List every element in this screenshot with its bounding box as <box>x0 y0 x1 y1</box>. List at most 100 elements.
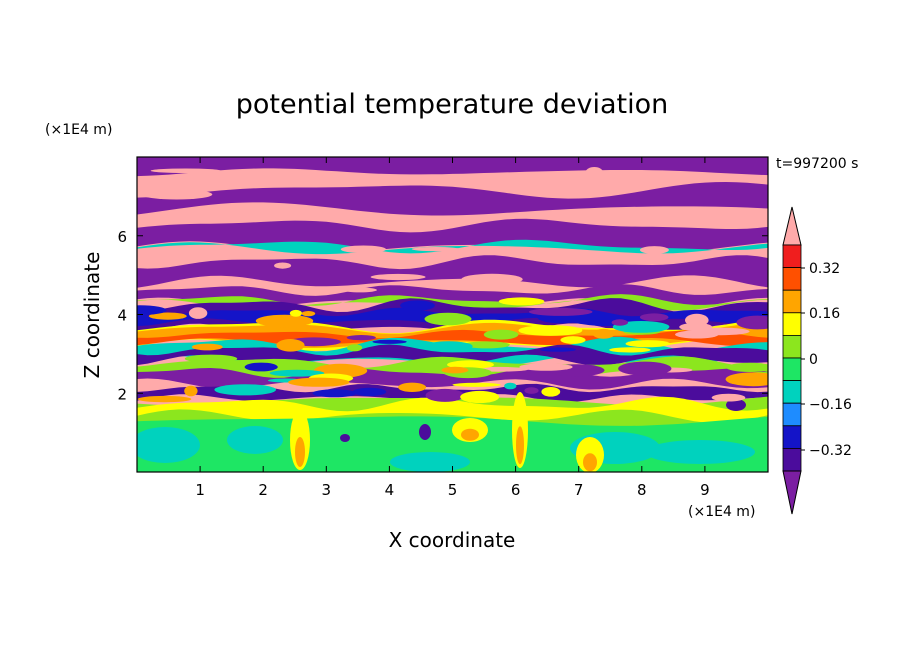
contour-cell <box>424 312 472 326</box>
contour-cell <box>740 375 768 382</box>
contour-cell <box>188 307 208 319</box>
contour-cell <box>301 311 316 317</box>
contour-cell <box>518 325 583 336</box>
contour-cell-pink <box>647 172 693 185</box>
contour-band-purple <box>137 157 768 177</box>
contour-eddy <box>726 399 746 411</box>
contour-field <box>137 157 768 472</box>
x-tick-label: 2 <box>258 481 268 499</box>
contour-band-purple <box>137 182 768 216</box>
contour-band-purple <box>137 255 768 288</box>
colorbar-tick-label: −0.16 <box>809 397 852 413</box>
y-tick-label: 2 <box>117 385 127 403</box>
z-unit-label: (×1E4 m) <box>45 122 112 138</box>
contour-cell <box>541 387 561 397</box>
contour-plume-orange <box>295 437 305 467</box>
colorbar-box <box>782 267 802 291</box>
contour-cell <box>483 329 519 340</box>
contour-cell <box>400 300 435 311</box>
colorbar-box <box>782 425 802 449</box>
contour-cell-pink <box>274 262 292 269</box>
x-tick-label: 4 <box>385 481 395 499</box>
contour-cell-pink <box>340 245 387 254</box>
contour-cell <box>148 312 187 320</box>
contour-cell <box>711 393 746 402</box>
contour-cell <box>447 360 494 370</box>
contour-cell-pink <box>585 167 604 178</box>
contour-band-purple <box>137 284 768 309</box>
contour-cell-pink <box>461 273 523 285</box>
contour-cell <box>276 339 305 352</box>
contour-cell <box>372 339 407 344</box>
x-tick-label: 8 <box>637 481 647 499</box>
contour-cell <box>424 341 473 352</box>
chart-title: potential temperature deviation <box>236 89 668 120</box>
contour-plume-orange <box>461 428 479 441</box>
contour-cell-pink <box>343 287 377 293</box>
contour-cell-pink <box>150 168 221 174</box>
contour-cell-pink <box>141 189 213 200</box>
contour-cell <box>736 315 768 330</box>
contour-cell <box>191 343 223 351</box>
contour-cell <box>539 347 577 352</box>
contour-patch-cyan <box>227 426 283 454</box>
x-axis-label: X coordinate <box>389 528 516 552</box>
colorbar: 0.32 0.16 0 −0.16 −0.32 <box>782 206 852 515</box>
x-axis: 1 2 3 4 5 6 7 8 9 <box>195 157 710 499</box>
contour-cell <box>288 377 350 387</box>
contour-cell <box>184 354 238 363</box>
contour-cell-pink <box>313 211 355 219</box>
contour-cell <box>244 362 278 372</box>
contour-cell <box>519 363 573 371</box>
contour-band-purple <box>137 366 768 390</box>
contour-patch-cyan <box>390 452 470 472</box>
contour-cell-pink <box>537 172 571 179</box>
contour-cell-pink <box>411 247 460 252</box>
x-tick-label: 5 <box>448 481 458 499</box>
contour-cell <box>398 382 427 392</box>
contour-cell <box>347 344 363 352</box>
y-tick-label: 4 <box>117 307 127 325</box>
contour-cell <box>618 361 672 376</box>
contour-cell <box>452 382 501 387</box>
x-unit-label: (×1E4 m) <box>688 504 755 520</box>
colorbar-box <box>782 244 802 269</box>
contour-cell <box>726 362 768 372</box>
colorbar-box <box>782 380 802 404</box>
x-tick-label: 1 <box>195 481 205 499</box>
plot-area <box>137 157 768 472</box>
colorbar-tick-label: 0 <box>809 352 818 368</box>
contour-cell-pink <box>207 171 259 181</box>
contour-cell <box>463 341 510 349</box>
x-tick-label: 6 <box>511 481 521 499</box>
contour-cell <box>592 328 615 339</box>
contour-cell <box>289 309 302 317</box>
contour-cell <box>609 347 651 353</box>
colorbar-tick-label: 0.16 <box>809 306 840 322</box>
x-tick-label: 3 <box>322 481 332 499</box>
contour-cell <box>611 319 628 326</box>
contour-cell <box>460 390 500 404</box>
colorbar-extend-min <box>782 470 802 515</box>
contour-cell <box>560 336 586 344</box>
contour-plume-orange <box>583 453 597 472</box>
contour-cell <box>498 297 545 306</box>
time-label: t=997200 s <box>776 156 858 172</box>
contour-cell-pink <box>434 284 499 290</box>
contour-cell-pink <box>639 246 669 254</box>
colorbar-box <box>782 334 802 359</box>
contour-cell <box>312 389 357 398</box>
contour-cell <box>214 384 276 396</box>
contour-cell <box>425 388 465 402</box>
contour-patch-cyan <box>137 427 200 463</box>
colorbar-tick-label: 0.32 <box>809 261 840 277</box>
x-tick-label: 7 <box>574 481 584 499</box>
contour-cell <box>352 387 387 396</box>
colorbar-box <box>782 402 802 427</box>
y-tick-label: 6 <box>117 228 127 246</box>
contour-band-cyan <box>137 239 768 255</box>
colorbar-box <box>782 447 802 472</box>
contour-cell <box>346 335 376 341</box>
colorbar-box <box>782 312 802 336</box>
